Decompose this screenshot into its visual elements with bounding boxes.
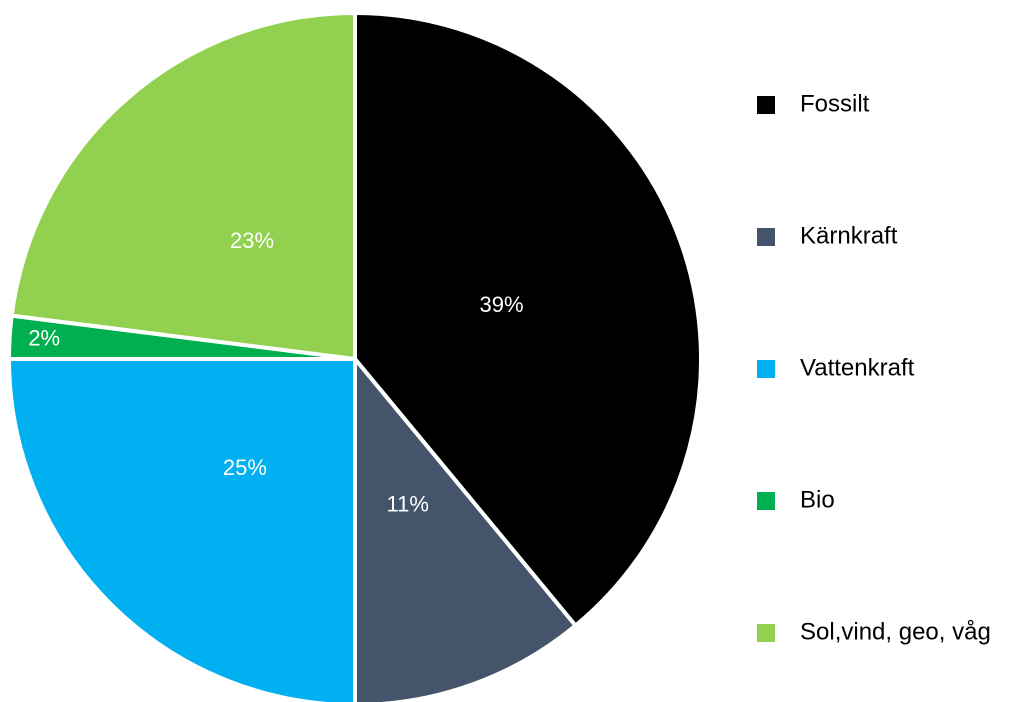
- value-label: 23%: [230, 228, 274, 253]
- legend-swatch: [757, 624, 775, 642]
- value-label: 2%: [28, 325, 60, 350]
- legend-swatch: [757, 360, 775, 378]
- value-label: 11%: [387, 491, 429, 516]
- value-label: 39%: [479, 292, 523, 317]
- legend-label: Fossilt: [800, 90, 870, 117]
- legend-label: Sol,vind, geo, våg: [800, 618, 991, 645]
- value-label: 25%: [223, 455, 267, 480]
- legend-swatch: [757, 96, 775, 114]
- legend-label: Kärnkraft: [800, 222, 898, 249]
- legend-label: Bio: [800, 486, 835, 513]
- pie-slice: [6, 357, 357, 702]
- pie-slice: [353, 10, 703, 629]
- legend-swatch: [757, 492, 775, 510]
- legend-swatch: [757, 228, 775, 246]
- legend-label: Vattenkraft: [800, 354, 915, 381]
- pie-slice: [9, 10, 357, 362]
- pie-slice: [353, 353, 579, 702]
